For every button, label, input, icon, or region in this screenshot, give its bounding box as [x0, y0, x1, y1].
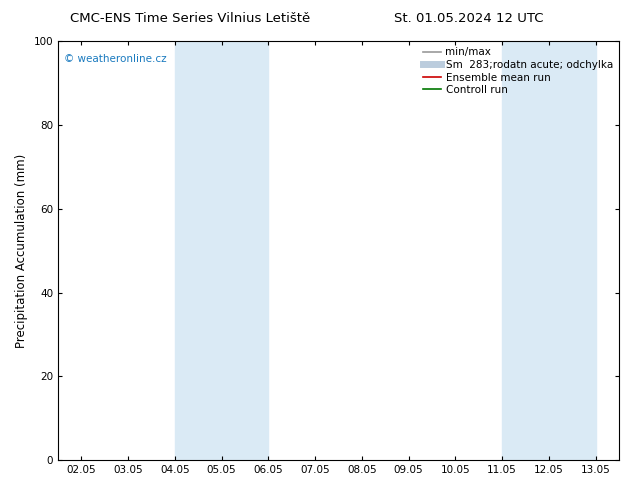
Bar [502, 41, 595, 460]
Bar [175, 41, 268, 460]
Legend: min/max, Sm  283;rodatn acute; odchylka, Ensemble mean run, Controll run: min/max, Sm 283;rodatn acute; odchylka, … [420, 44, 616, 98]
Y-axis label: Precipitation Accumulation (mm): Precipitation Accumulation (mm) [15, 153, 28, 348]
Text: CMC-ENS Time Series Vilnius Letiště: CMC-ENS Time Series Vilnius Letiště [70, 12, 310, 25]
Text: St. 01.05.2024 12 UTC: St. 01.05.2024 12 UTC [394, 12, 544, 25]
Text: © weatheronline.cz: © weatheronline.cz [63, 53, 166, 64]
